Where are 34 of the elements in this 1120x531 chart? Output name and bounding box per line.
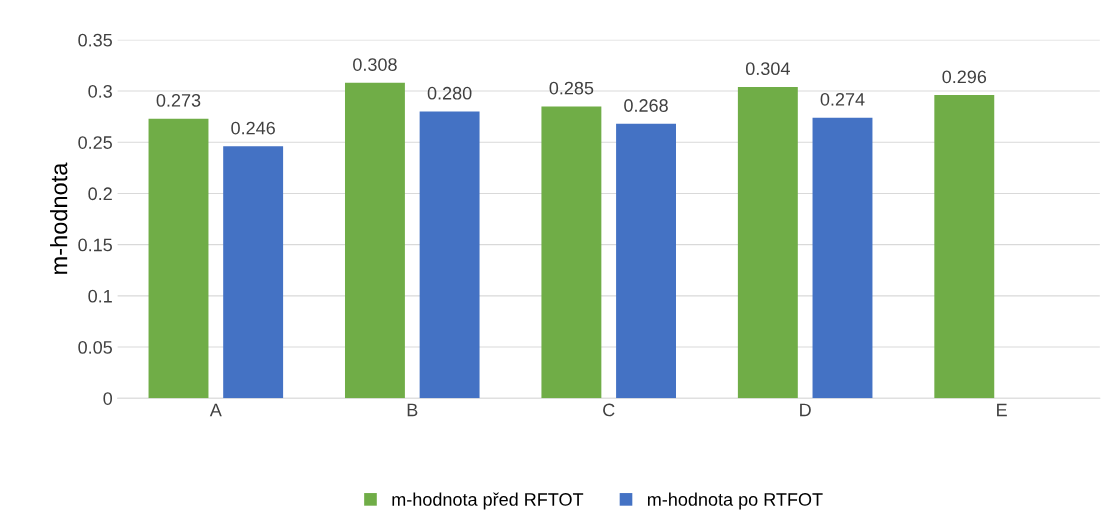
data-label: 0.308 — [353, 58, 397, 71]
data-label: 0.246 — [231, 121, 275, 135]
data-label: 0.274 — [820, 92, 865, 106]
data-label: 0.285 — [549, 81, 594, 95]
x-tick-label: C — [603, 403, 615, 417]
y-tick-label: 0.05 — [78, 340, 112, 354]
x-tick-label: E — [997, 403, 1007, 417]
legend-label: m-hodnota po RTFOT — [647, 492, 823, 510]
y-tick-label: 0.35 — [78, 33, 112, 47]
bar — [223, 146, 284, 399]
bar — [344, 82, 405, 399]
data-label: 0.304 — [745, 62, 790, 76]
x-tick-label: D — [800, 403, 811, 417]
bar — [148, 118, 209, 399]
bar — [616, 123, 676, 399]
y-tick-label: 0.1 — [88, 289, 112, 303]
data-label: 0.280 — [427, 86, 472, 100]
y-tick-label: 0.25 — [78, 136, 112, 149]
bar — [737, 86, 798, 399]
y-tick-label: 0 — [103, 392, 113, 405]
data-label: 0.296 — [942, 70, 987, 84]
y-tick-label: 0.2 — [88, 187, 112, 201]
y-tick-label: 0.15 — [78, 238, 112, 252]
x-tick-label: B — [407, 403, 418, 417]
y-axis-title: m-hodnota — [50, 162, 68, 274]
data-label: 0.268 — [624, 99, 668, 112]
bar — [419, 111, 480, 399]
bar — [541, 106, 602, 399]
legend-label: m-hodnota před RFTOT — [392, 492, 584, 510]
data-label: 0.273 — [156, 93, 201, 107]
bar — [934, 95, 995, 399]
y-tick-label: 0.3 — [88, 84, 112, 98]
x-tick-label: A — [209, 403, 222, 417]
bar — [812, 117, 873, 399]
